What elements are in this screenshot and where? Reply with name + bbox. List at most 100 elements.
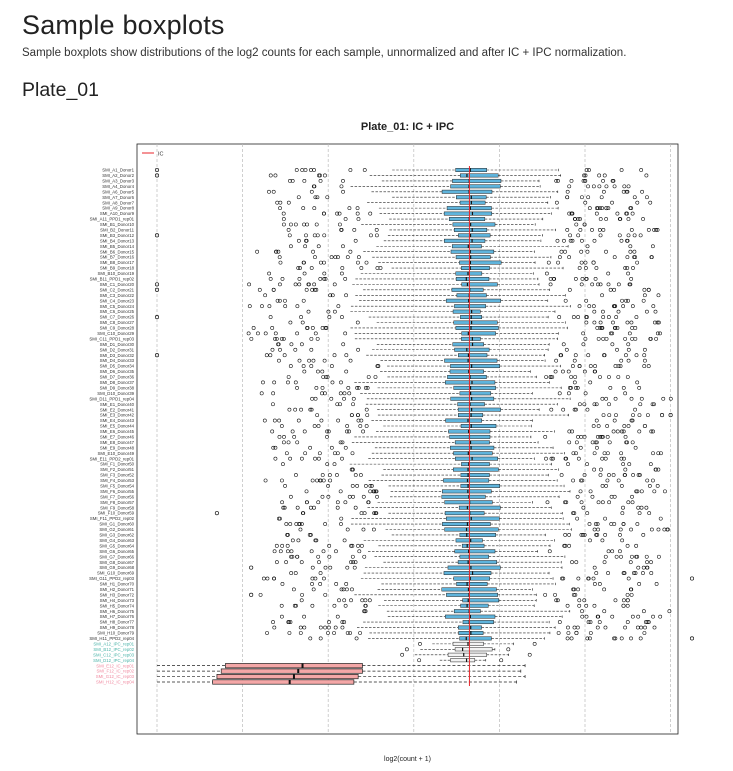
sample-box [445,516,500,521]
row-label: SMI_G6_Donor65 [99,549,134,554]
outlier-point [594,211,599,216]
outlier-point [324,326,329,330]
far-outlier-point [249,565,254,570]
row-label: SMI_E4_Donor43 [100,418,135,423]
outlier-point [625,238,629,243]
outlier-point [318,277,323,281]
outlier-point [278,282,282,287]
outlier-point [347,391,352,396]
outlier-point [308,168,313,172]
sample-box [452,178,502,183]
outlier-point [349,560,353,565]
far-outlier-point [625,598,630,603]
outlier-point [637,429,642,434]
row-label: SMI_F3_Donor52 [100,473,135,478]
row-label: SMI_G2_Donor61 [99,527,134,532]
sample-box [452,309,481,314]
outlier-point [350,587,354,592]
outlier-point [565,603,570,608]
outlier-point [608,385,613,390]
outlier-point [332,282,337,287]
row-label: SMI_H4_Donor73 [100,598,135,603]
outlier-point [275,298,280,303]
outlier-point [339,516,344,521]
outlier-point [307,358,312,363]
outlier-point [612,418,617,423]
outlier-point [330,380,335,385]
outlier-point [343,217,348,221]
outlier-point [302,625,307,630]
outlier-point [303,451,308,456]
outlier-point [588,631,593,635]
outlier-point [289,222,293,227]
outlier-point [325,429,330,434]
outlier-point [615,347,619,352]
outlier-point [606,206,611,211]
outlier-point [400,652,405,657]
outlier-point [329,396,334,401]
outlier-point [313,456,317,461]
outlier-point [582,369,587,374]
outlier-point [634,543,639,548]
outlier-point [648,200,653,205]
outlier-point [345,565,350,570]
outlier-point [582,434,587,439]
sample-box [452,222,496,227]
outlier-point [602,560,607,565]
outlier-point [606,571,610,575]
outlier-point [616,375,621,379]
outlier-point [605,451,610,456]
outlier-point [309,336,314,341]
outlier-point [570,364,575,368]
outlier-point [565,228,570,232]
outlier-point [645,560,649,565]
outlier-point [590,228,594,232]
far-outlier-point [591,260,596,265]
outlier-point [290,429,295,434]
outlier-point [600,206,605,211]
row-label: SMI_G8_Donor67 [99,560,134,565]
outlier-point [304,233,308,238]
outlier-point [352,565,357,570]
row-label: SMI_D6_Donor35 [100,369,135,374]
outlier-point [346,385,351,390]
outlier-point [278,260,283,265]
outlier-point [247,282,251,287]
outlier-point [632,233,637,238]
outlier-point [320,369,325,374]
outlier-point [636,505,641,510]
outlier-point [583,173,588,178]
outlier-point [340,271,344,276]
outlier-point [569,385,573,390]
sample-box [457,560,498,565]
outlier-point [649,429,654,434]
outlier-point [366,375,371,379]
outlier-point [376,364,381,368]
outlier-point [577,304,582,309]
outlier-point [610,549,615,554]
outlier-point [592,565,597,570]
outlier-point [627,331,632,336]
sample-box [442,522,491,526]
outlier-point [310,396,315,401]
outlier-point [370,484,374,488]
outlier-point [278,200,283,205]
row-label: SMI_A4_Donor4 [102,184,134,189]
outlier-point [569,375,574,379]
outlier-point [336,304,341,309]
sample-box [447,652,487,657]
outlier-point [602,173,607,178]
outlier-point [636,473,641,477]
row-label: SMI_E12_IC_rep01 [96,663,134,668]
outlier-point [301,206,306,211]
outlier-point [581,178,586,183]
outlier-point [347,429,351,434]
outlier-point [594,418,599,423]
outlier-point [301,364,306,368]
outlier-point [633,571,638,575]
outlier-point [658,331,662,336]
outlier-point [621,429,626,434]
outlier-point [343,445,348,450]
outlier-point [364,260,369,265]
outlier-point [282,505,287,510]
